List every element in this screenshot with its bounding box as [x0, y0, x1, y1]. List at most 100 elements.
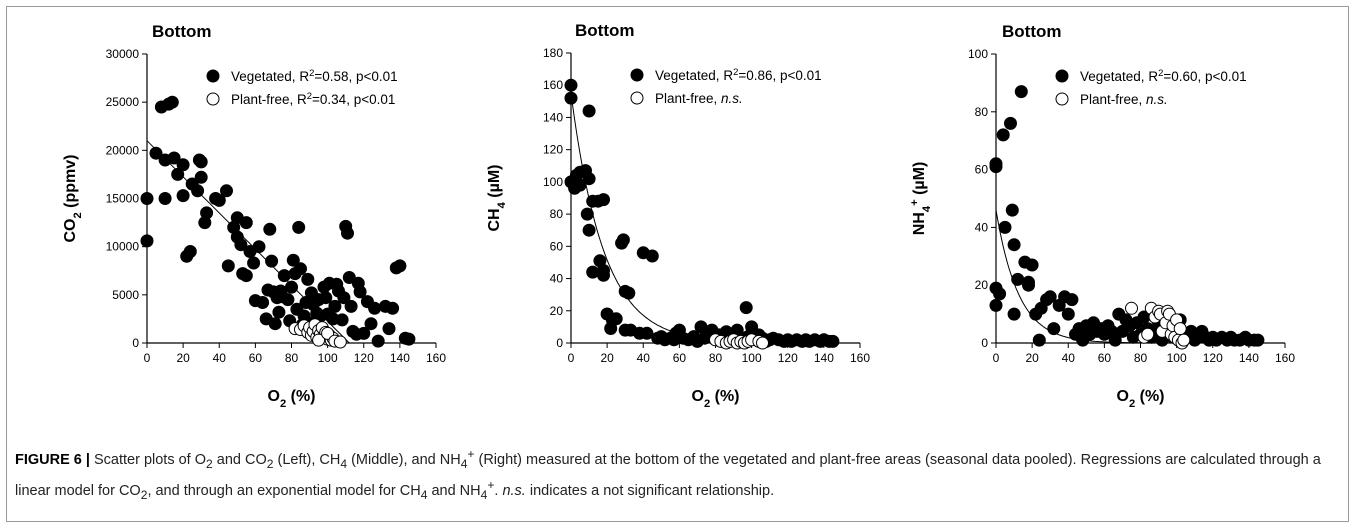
legend-label-vegetated: Vegetated, R2=0.60, p<0.01	[1080, 68, 1247, 85]
vegetated-point	[220, 184, 233, 198]
y-tick-label: 100	[968, 47, 988, 61]
x-tick-label: 60	[673, 351, 687, 365]
vegetated-point	[1004, 116, 1017, 130]
vegetated-point	[1007, 238, 1021, 252]
legend-marker-vegetated	[206, 69, 220, 83]
vegetated-point	[140, 234, 154, 248]
vegetated-point	[353, 285, 367, 299]
vegetated-point	[149, 146, 163, 160]
x-tick-label: 20	[1025, 351, 1039, 365]
vegetated-point	[564, 91, 578, 105]
vegetated-point	[989, 298, 1003, 312]
vegetated-point	[580, 207, 594, 221]
x-tick-label: 80	[285, 351, 299, 365]
y-tick-label: 60	[975, 163, 989, 177]
scatter-panel-1: Bottom 0 5000 10000 15000 20000 25000 30000 0 20 4…	[62, 22, 446, 410]
vegetated-point	[402, 332, 416, 346]
y-tick-label: 80	[975, 105, 989, 119]
vegetated-point	[382, 322, 396, 336]
vegetated-point	[247, 256, 261, 270]
vegetated-point	[301, 272, 315, 286]
y-tick-label: 140	[543, 110, 563, 124]
vegetated-point	[1043, 290, 1057, 304]
vegetated-point	[582, 172, 596, 186]
panel-title: Bottom	[1002, 22, 1061, 41]
vegetated-point	[292, 220, 306, 234]
x-tick-label: 80	[709, 351, 723, 365]
plant-free-point	[1141, 327, 1155, 341]
caption-text: Scatter plots of O2 and CO2 (Left), CH4 …	[15, 447, 1321, 502]
vegetated-point	[597, 268, 610, 282]
vegetated-point	[183, 245, 197, 258]
vegetated-point	[989, 160, 1003, 174]
x-tick-label: 100	[318, 351, 338, 365]
x-tick-label: 160	[426, 351, 446, 365]
plant-free-point	[1177, 333, 1191, 347]
plant-free-point	[756, 336, 769, 350]
vegetated-point	[335, 313, 349, 327]
y-tick-label: 25000	[106, 95, 140, 109]
legend-marker-plant-free	[630, 91, 644, 105]
x-axis-label: O2 (%)	[691, 388, 739, 410]
y-tick-label: 0	[132, 336, 139, 350]
x-tick-label: 120	[1203, 351, 1223, 365]
x-axis-label: O2 (%)	[267, 388, 315, 410]
scatter-panel-2: Bottom 0 20 40 60 80 100 120 140 160 180 0 20 40 60 80 1…	[486, 21, 870, 410]
plant-free-point	[1173, 322, 1187, 336]
vegetated-point	[319, 291, 333, 305]
vegetated-point	[194, 155, 208, 169]
vegetated-point	[1061, 307, 1075, 321]
vegetated-point	[645, 249, 659, 263]
x-tick-label: 100	[1167, 351, 1187, 365]
panel-title: Bottom	[575, 21, 634, 40]
vegetated-point	[342, 271, 356, 284]
x-tick-label: 140	[1239, 351, 1259, 365]
vegetated-point	[272, 305, 286, 319]
vegetated-point	[239, 216, 253, 230]
plant-free-point	[312, 333, 326, 347]
vegetated-point	[609, 312, 623, 326]
vegetated-point	[597, 193, 610, 207]
vegetated-point	[582, 104, 596, 118]
plant-free-point	[1125, 301, 1138, 315]
x-tick-label: 120	[354, 351, 374, 365]
vegetated-point	[281, 293, 295, 307]
vegetated-point	[1251, 333, 1265, 347]
x-tick-label: 160	[1275, 351, 1295, 365]
y-tick-label: 160	[543, 78, 563, 92]
x-tick-label: 140	[814, 351, 834, 365]
y-tick-label: 5000	[112, 288, 139, 302]
vegetated-point	[265, 254, 279, 268]
vegetated-point	[194, 170, 208, 184]
vegetated-point	[1005, 203, 1019, 217]
vegetated-point	[1065, 293, 1079, 307]
vegetated-point	[826, 334, 840, 348]
x-tick-label: 0	[568, 351, 575, 365]
y-tick-label: 20	[550, 304, 564, 318]
vegetated-point	[234, 238, 248, 252]
x-tick-label: 140	[390, 351, 410, 365]
vegetated-point	[393, 259, 407, 273]
x-tick-label: 120	[778, 351, 798, 365]
y-tick-label: 40	[550, 272, 564, 286]
vegetated-point	[371, 334, 385, 348]
y-tick-label: 0	[981, 336, 988, 350]
x-tick-label: 0	[144, 351, 151, 365]
y-axis-label: CO2 (ppmv)	[62, 154, 84, 242]
vegetated-point	[993, 287, 1007, 301]
legend-label-plant-free: Plant-free, R2=0.34, p<0.01	[231, 91, 395, 108]
vegetated-point	[344, 299, 358, 313]
vegetated-point	[191, 184, 205, 198]
y-tick-label: 40	[975, 220, 989, 234]
vegetated-point	[158, 192, 172, 205]
x-tick-label: 80	[1134, 351, 1148, 365]
x-tick-label: 40	[637, 351, 651, 365]
y-tick-label: 60	[550, 239, 564, 253]
vegetated-point	[263, 222, 277, 236]
vegetated-point	[998, 220, 1012, 234]
y-tick-label: 80	[550, 207, 564, 221]
vegetated-point	[1011, 272, 1025, 286]
vegetated-point	[1047, 322, 1061, 336]
x-tick-label: 160	[850, 351, 870, 365]
